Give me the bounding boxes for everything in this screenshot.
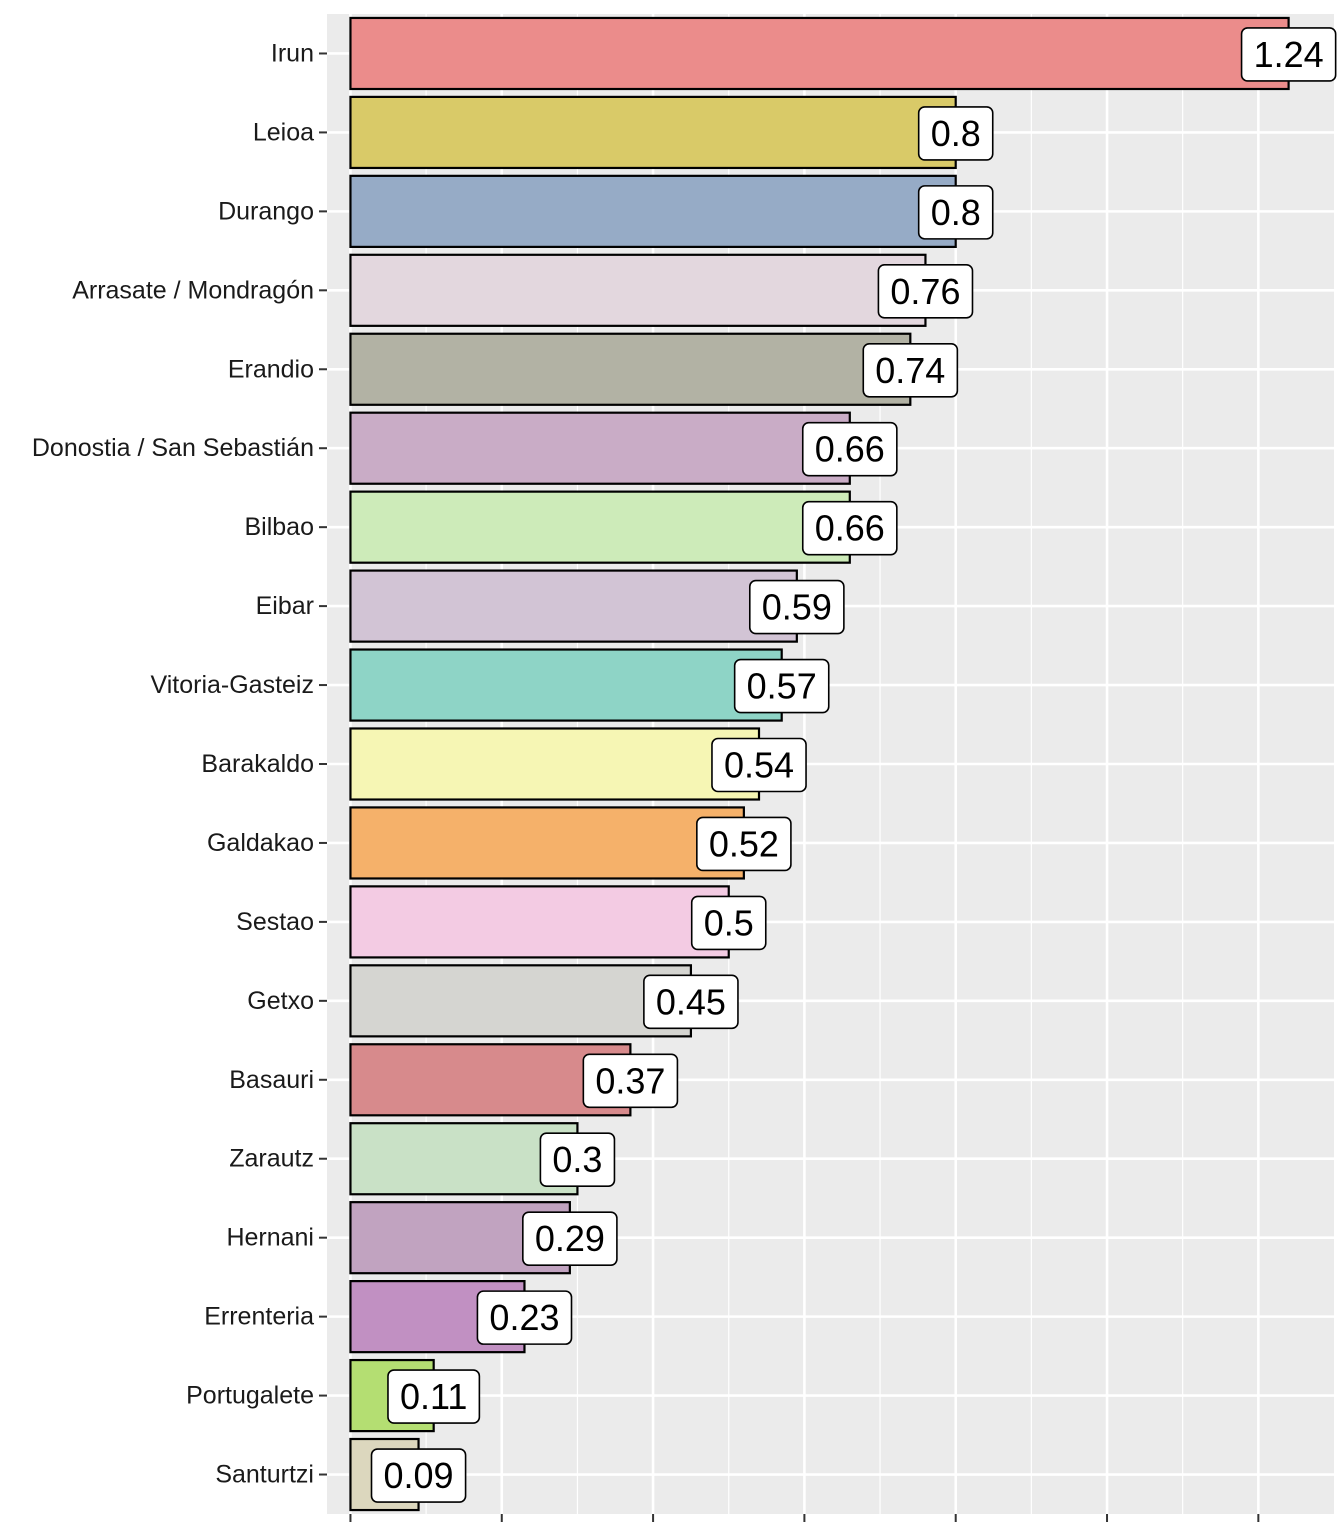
value-label-text: 0.37 bbox=[595, 1060, 665, 1101]
value-label: 0.59 bbox=[748, 579, 845, 635]
value-label-box bbox=[917, 106, 994, 161]
value-label: 0.8 bbox=[917, 106, 994, 161]
value-label-box bbox=[711, 737, 807, 793]
bar-durango bbox=[349, 174, 957, 248]
category-label: Portugalete bbox=[186, 1382, 314, 1410]
value-label-box bbox=[643, 974, 739, 1030]
value-label-text: 0.23 bbox=[489, 1297, 559, 1338]
x-axis-ticks bbox=[349, 1514, 1260, 1522]
value-label-box bbox=[690, 895, 767, 951]
value-label-text: 0.52 bbox=[709, 823, 779, 864]
value-label-box bbox=[476, 1290, 573, 1345]
value-label-text: 0.54 bbox=[724, 745, 794, 786]
value-label-box bbox=[522, 1211, 618, 1266]
value-label-text: 0.11 bbox=[400, 1376, 467, 1417]
value-label-text: 0.5 bbox=[704, 902, 754, 943]
category-label: Arrasate / Mondragón bbox=[72, 276, 314, 304]
value-label-text: 0.74 bbox=[875, 350, 945, 391]
category-label: Leioa bbox=[253, 118, 314, 146]
value-label: 0.66 bbox=[801, 421, 898, 477]
category-label: Errenteria bbox=[204, 1303, 314, 1331]
bar-barakaldo bbox=[349, 727, 761, 801]
value-label-box bbox=[539, 1132, 616, 1188]
category-label: Eibar bbox=[256, 592, 314, 620]
value-label: 0.3 bbox=[539, 1132, 616, 1188]
value-label: 0.45 bbox=[643, 974, 739, 1030]
category-label: Basauri bbox=[229, 1066, 314, 1094]
value-label: 0.09 bbox=[370, 1448, 467, 1503]
value-label: 0.37 bbox=[582, 1053, 679, 1109]
category-label: Barakaldo bbox=[201, 750, 314, 778]
bar-sestao bbox=[349, 885, 730, 959]
value-label-box bbox=[696, 816, 792, 872]
bar-irun bbox=[349, 16, 1290, 91]
bar-vitoria-gasteiz bbox=[349, 648, 783, 722]
value-label: 0.52 bbox=[696, 816, 792, 872]
value-label-text: 1.24 bbox=[1254, 34, 1324, 75]
value-label-box bbox=[877, 264, 974, 319]
bar-eibar bbox=[349, 569, 798, 643]
value-label-text: 0.8 bbox=[931, 192, 981, 233]
value-label-text: 0.8 bbox=[931, 113, 981, 154]
value-label-text: 0.29 bbox=[535, 1218, 605, 1259]
category-label: Vitoria-Gasteiz bbox=[151, 671, 315, 699]
bar-erandio bbox=[349, 332, 912, 406]
value-label-box bbox=[387, 1369, 481, 1424]
bar-galdakao bbox=[349, 806, 745, 880]
value-labels: 1.24 0.8 0.8 0.76 0.74 0.66 0.66 0.59 0.57 0.54 0.… bbox=[370, 27, 1337, 1503]
category-label: Hernani bbox=[226, 1224, 314, 1252]
category-label: Zarautz bbox=[229, 1145, 314, 1173]
value-label-text: 0.59 bbox=[762, 587, 832, 628]
bar-getxo bbox=[349, 964, 693, 1038]
value-label-text: 0.76 bbox=[890, 271, 960, 312]
bars bbox=[349, 16, 1290, 1512]
value-label: 1.24 bbox=[1240, 27, 1337, 82]
value-label-box bbox=[370, 1448, 467, 1503]
value-label-text: 0.45 bbox=[656, 981, 726, 1022]
category-label: Donostia / San Sebastián bbox=[32, 434, 314, 462]
value-label: 0.11 bbox=[387, 1369, 481, 1424]
value-label-box bbox=[862, 342, 959, 398]
value-label: 0.23 bbox=[476, 1290, 573, 1345]
category-label: Bilbao bbox=[245, 513, 315, 541]
category-axis: Irun Leioa Durango Arrasate / Mondragón Eran… bbox=[32, 39, 327, 1489]
value-label: 0.29 bbox=[522, 1211, 618, 1266]
value-label-text: 0.3 bbox=[552, 1139, 602, 1180]
category-label: Sestao bbox=[236, 908, 314, 936]
category-label: Getxo bbox=[247, 987, 314, 1015]
value-label: 0.57 bbox=[733, 658, 830, 714]
value-label: 0.76 bbox=[877, 264, 974, 319]
category-label: Durango bbox=[218, 197, 314, 225]
bar-leioa bbox=[349, 95, 957, 170]
category-label: Santurtzi bbox=[215, 1461, 314, 1489]
value-label: 0.54 bbox=[711, 737, 807, 793]
value-label-box bbox=[748, 579, 845, 635]
value-label-box bbox=[1240, 27, 1337, 82]
value-label-box bbox=[733, 658, 830, 714]
category-label: Galdakao bbox=[207, 829, 314, 857]
bar-bilbao bbox=[349, 490, 851, 564]
value-label: 0.66 bbox=[801, 500, 898, 556]
category-label: Irun bbox=[271, 39, 314, 67]
value-label-text: 0.09 bbox=[384, 1455, 454, 1496]
value-label-box bbox=[582, 1053, 679, 1109]
bar-arrasate-mondrag-n bbox=[349, 253, 927, 327]
value-label: 0.5 bbox=[690, 895, 767, 951]
value-label-text: 0.57 bbox=[747, 666, 817, 707]
value-label: 0.74 bbox=[862, 342, 959, 398]
value-label-box bbox=[917, 185, 994, 240]
bar-zarautz bbox=[349, 1122, 579, 1196]
category-label: Erandio bbox=[228, 355, 314, 383]
value-label-box bbox=[801, 421, 898, 477]
value-label-box bbox=[801, 500, 898, 556]
value-label: 0.8 bbox=[917, 185, 994, 240]
bar-donostia-san-sebasti-n bbox=[349, 411, 851, 485]
value-label-text: 0.66 bbox=[815, 508, 885, 549]
value-label-text: 0.66 bbox=[815, 429, 885, 470]
